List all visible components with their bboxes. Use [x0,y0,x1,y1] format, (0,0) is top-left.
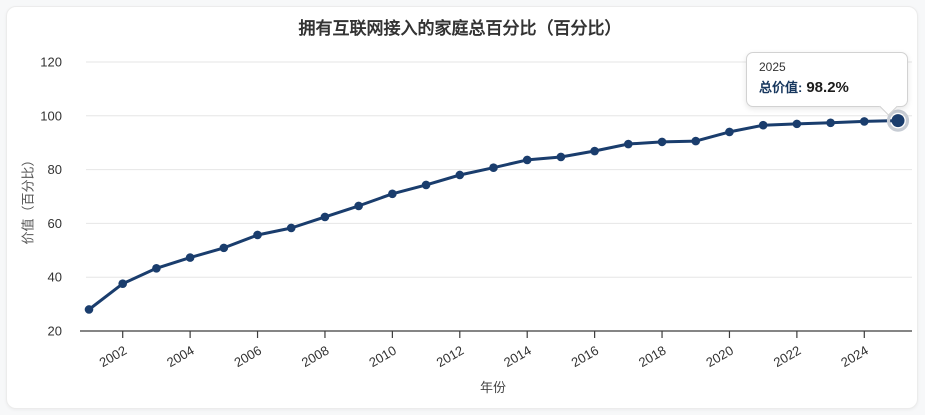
svg-text:2020: 2020 [703,343,736,370]
highlight-ring [886,109,910,132]
svg-text:2006: 2006 [231,343,264,370]
data-point[interactable] [624,139,633,149]
svg-text:2004: 2004 [164,343,197,370]
svg-text:100: 100 [40,108,62,123]
svg-text:2024: 2024 [838,343,871,370]
data-point[interactable] [725,127,734,137]
data-point[interactable] [152,264,161,273]
svg-text:2008: 2008 [299,343,332,370]
tooltip-year: 2025 [759,60,786,74]
data-point[interactable] [792,119,802,129]
data-point[interactable] [657,137,667,147]
data-point[interactable] [859,117,869,126]
svg-text:20: 20 [48,324,62,339]
chart-title: 拥有互联网接入的家庭总百分比（百分比） [298,19,622,38]
data-point[interactable] [826,118,835,128]
data-line [87,119,900,311]
data-point[interactable] [388,189,397,199]
data-point[interactable] [219,243,229,253]
svg-text:2018: 2018 [636,343,669,370]
data-point[interactable] [590,146,599,156]
data-point[interactable] [286,223,296,233]
data-point[interactable] [253,230,262,240]
data-point[interactable] [691,136,701,146]
svg-text:2002: 2002 [97,343,130,370]
data-point[interactable] [118,279,128,288]
data-point[interactable] [421,180,431,190]
data-point[interactable] [758,120,768,130]
data-point[interactable] [455,170,465,180]
svg-text:2014: 2014 [501,343,534,370]
svg-text:40: 40 [48,270,62,285]
tooltip: 2025 总价值: 98.2% [746,52,908,116]
data-point[interactable] [84,305,94,314]
data-point[interactable] [522,155,532,165]
svg-text:2022: 2022 [771,343,804,370]
svg-text:60: 60 [48,216,62,231]
svg-text:2016: 2016 [569,343,602,370]
tooltip-value: 98.2% [806,79,849,96]
x-axis-title: 年份 [479,380,507,395]
data-point[interactable] [354,201,363,211]
y-axis-title: 价值（百分比） [20,153,36,245]
data-point[interactable] [320,212,330,222]
data-point[interactable] [891,114,905,128]
svg-text:80: 80 [48,162,62,177]
tooltip-series-label: 总价值: [759,80,803,95]
data-point[interactable] [185,253,195,262]
svg-text:120: 120 [40,55,62,70]
data-point[interactable] [556,152,566,162]
data-point[interactable] [489,163,498,173]
svg-text:2012: 2012 [434,343,467,370]
svg-text:2010: 2010 [366,343,399,370]
